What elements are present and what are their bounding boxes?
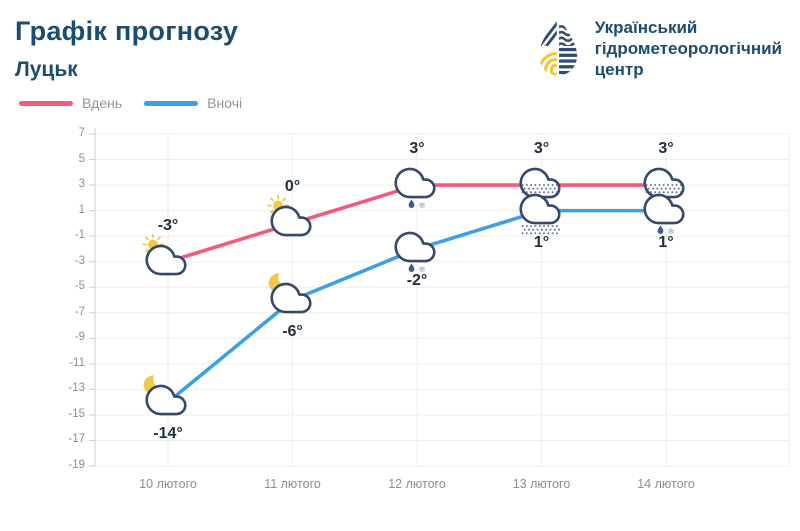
cloud-icon [638, 157, 694, 213]
sun-cloud-icon [140, 233, 196, 290]
logo-line-3: центр [594, 60, 644, 80]
y-tick-label: -15 [68, 407, 85, 420]
moon-cloud-icon [265, 272, 321, 328]
temp-label: 1° [658, 233, 674, 251]
y-tick-label: -13 [68, 382, 85, 395]
y-tick-label: -7 [74, 305, 85, 318]
x-axis-label: 14 лютого [637, 477, 695, 491]
svg-text:❄: ❄ [418, 265, 426, 275]
y-tick-label: -3 [74, 254, 85, 267]
y-tick-label: 5 [78, 152, 85, 165]
cloud-rain-snow-icon: ❄ [389, 157, 445, 213]
temp-label: -2° [406, 271, 428, 289]
night-line-swatch [144, 100, 199, 106]
y-tick-label: -19 [68, 459, 85, 472]
y-tick-label: 7 [78, 127, 85, 139]
temp-label: 3° [533, 140, 550, 158]
svg-text:❄: ❄ [667, 227, 675, 237]
temp-label: 0° [284, 178, 301, 196]
cloud-icon [514, 157, 570, 213]
temp-label: 3° [409, 140, 425, 158]
uhmc-droplet-icon [535, 10, 581, 87]
temp-label: 1° [533, 233, 550, 251]
y-tick-label: -5 [74, 280, 85, 293]
temp-label: -14° [153, 425, 183, 443]
legend-item-day[interactable]: Вдень [19, 95, 122, 111]
temp-label: -6° [282, 323, 303, 340]
x-axis-label: 12 лютого [388, 477, 446, 491]
logo-line-2: гідрометеорологічний [594, 38, 782, 58]
day-line-swatch [19, 100, 73, 106]
legend-label-night: Вночі [207, 95, 243, 111]
cloud-rain-snow-icon: ❄ [389, 221, 445, 277]
temp-label: -3° [157, 216, 179, 234]
cloud-snow-rain-icon: ❄ [638, 183, 694, 239]
uhmc-logo: Український гідрометеорологічний центр [535, 10, 782, 87]
y-tick-label: -17 [68, 433, 85, 446]
legend-item-night[interactable]: Вночі [144, 95, 242, 111]
svg-text:❄: ❄ [418, 202, 426, 212]
legend-label-day: Вдень [82, 95, 123, 111]
x-axis-label: 13 лютого [512, 477, 571, 491]
cloud-snow-icon [514, 183, 570, 239]
y-tick-label: -11 [69, 356, 85, 369]
sun-cloud-icon [265, 195, 321, 251]
y-tick-label: 1 [78, 203, 85, 216]
y-tick-label: -1 [74, 229, 85, 242]
page-title: Графік прогнозу [15, 16, 239, 46]
city-subtitle: Луцьк [15, 58, 78, 81]
moon-cloud-icon [140, 374, 196, 430]
y-tick-label: 3 [78, 178, 85, 191]
chart-legend: Вдень Вночі [19, 95, 242, 111]
uhmc-logo-text: Український гідрометеорологічний центр [595, 17, 782, 81]
y-tick-label: -9 [74, 331, 85, 344]
x-axis-label: 10 лютого [139, 477, 197, 491]
temp-label: 3° [658, 140, 674, 158]
x-axis-label: 11 лютого [264, 477, 321, 491]
logo-line-1: Український [594, 17, 698, 37]
